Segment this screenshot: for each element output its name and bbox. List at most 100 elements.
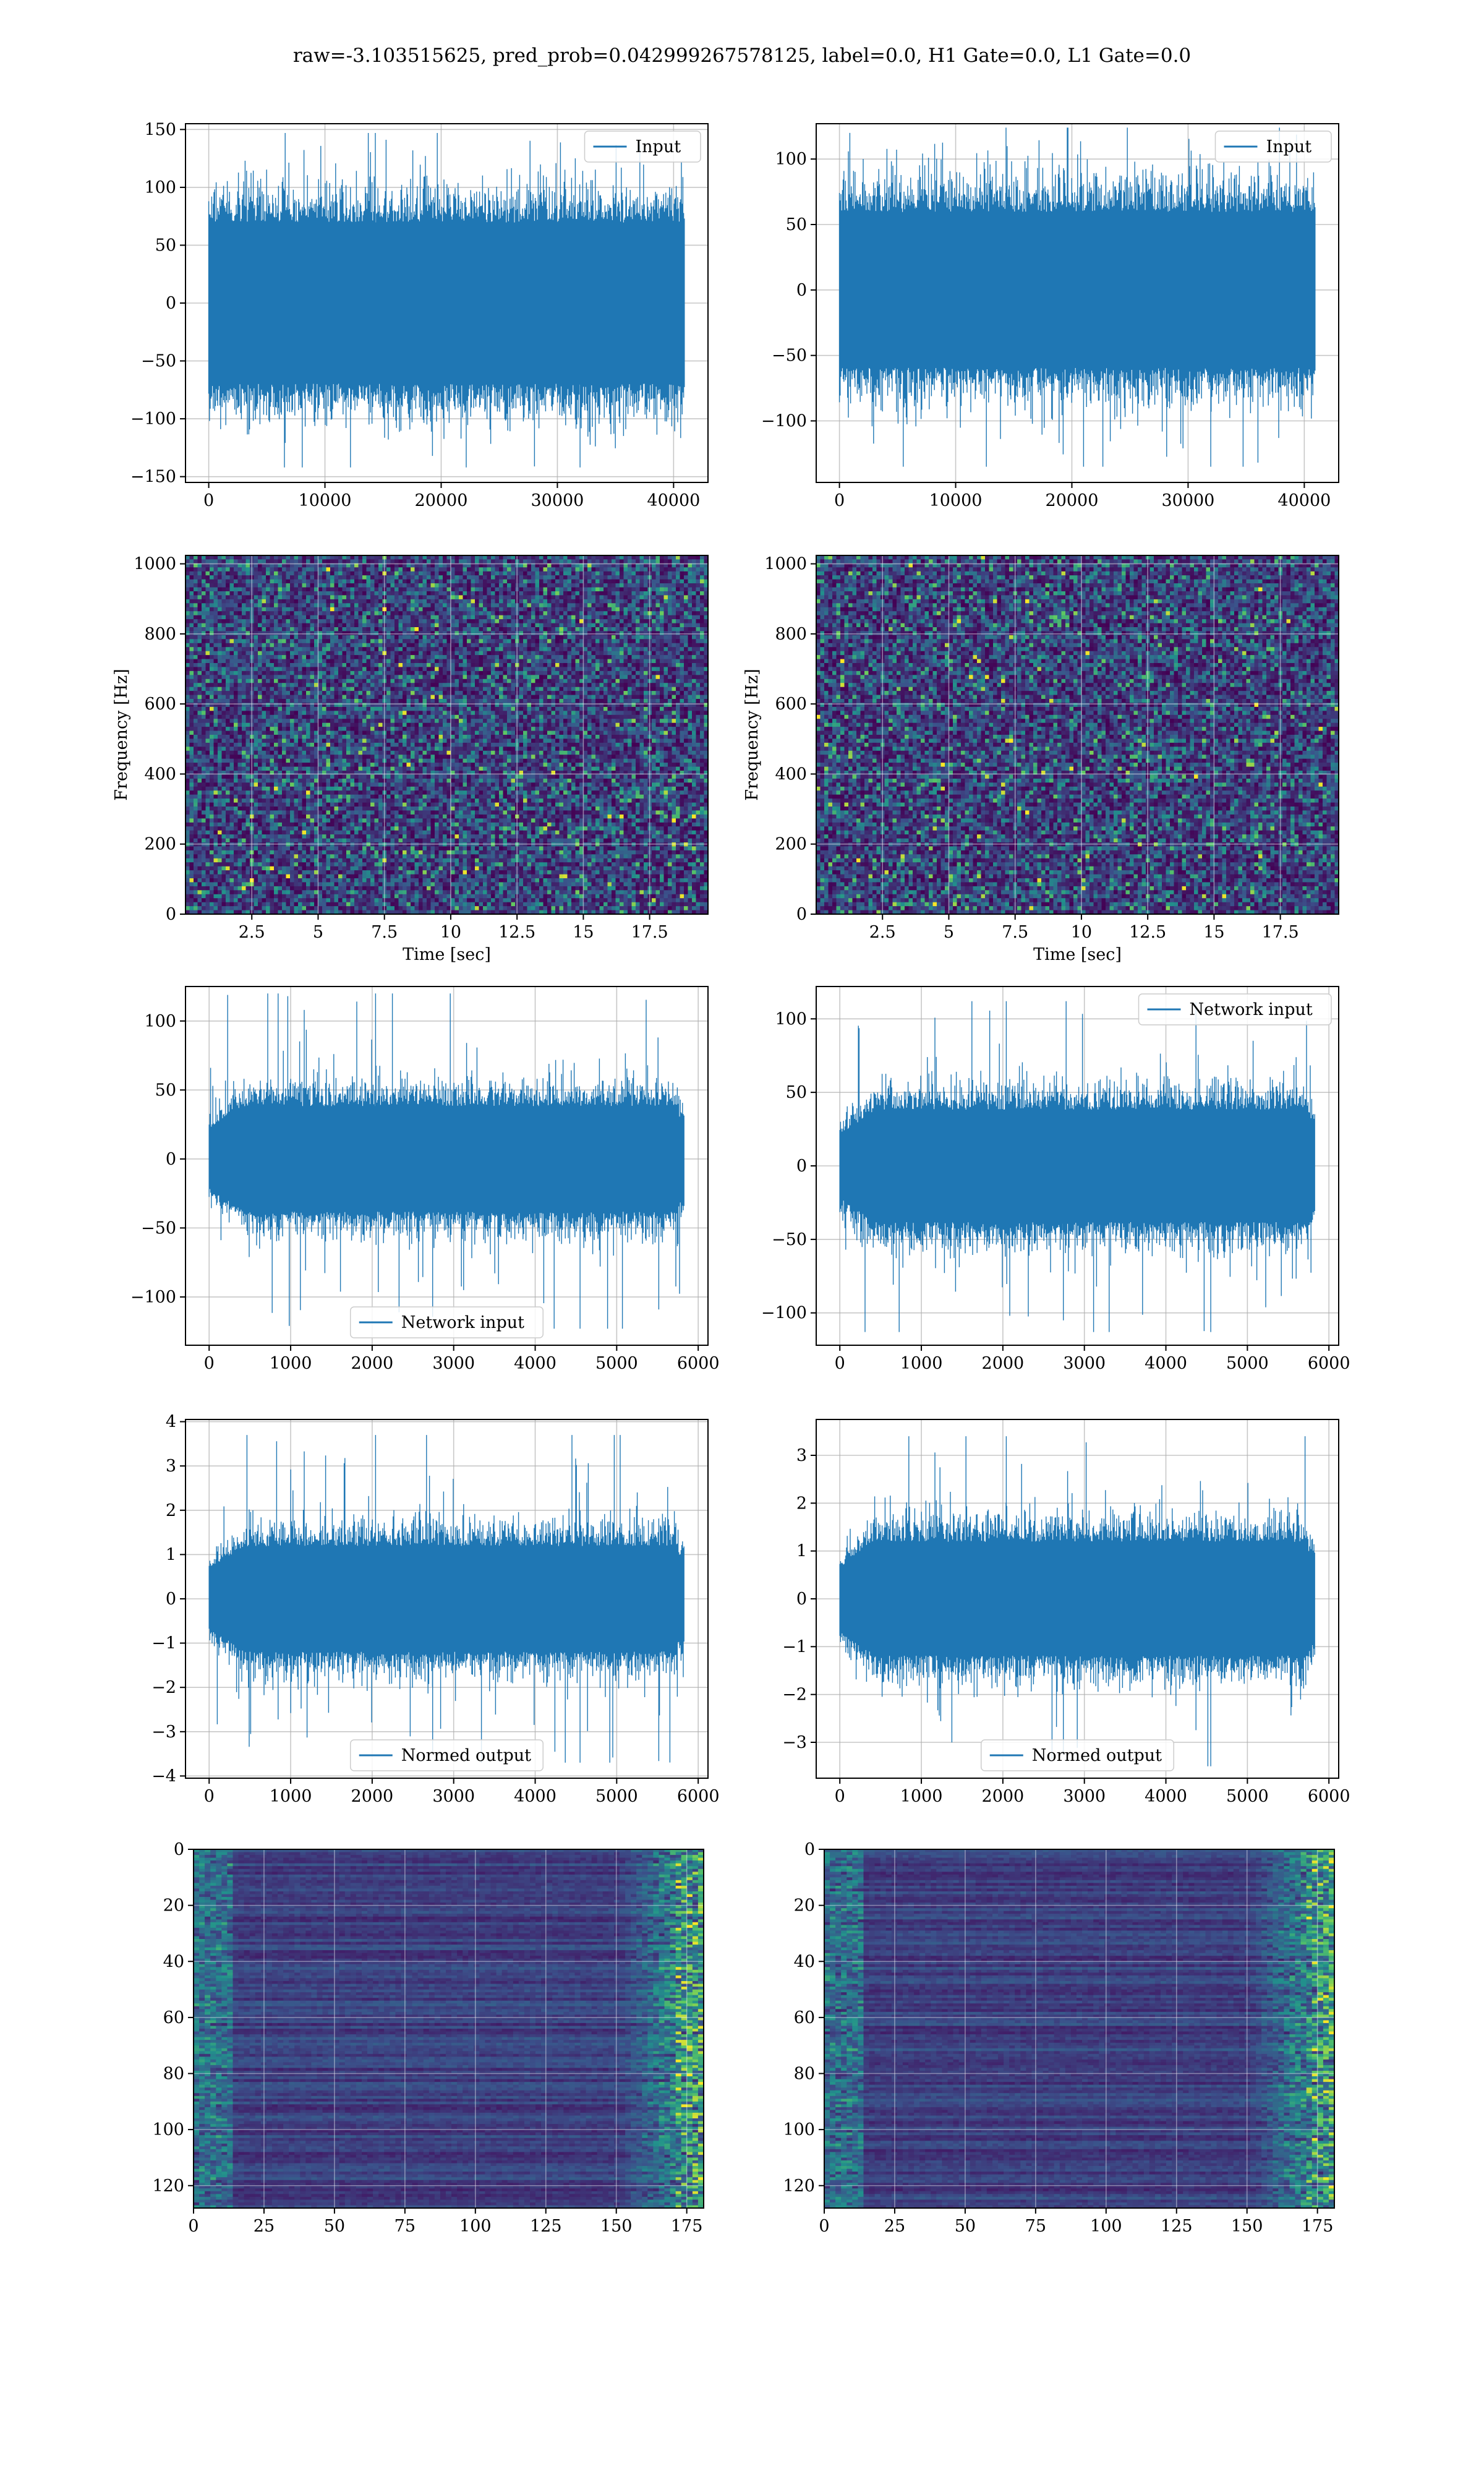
heatmap-cell: [346, 902, 351, 907]
heatmap-cell: [302, 878, 307, 883]
heatmap-cell: [266, 867, 270, 871]
heatmap-cell: [286, 818, 291, 823]
heatmap-cell: [190, 798, 194, 803]
heatmap-cell: [282, 898, 286, 902]
heatmap-cell: [246, 631, 250, 635]
heatmap-cell: [226, 691, 230, 695]
heatmap-cell: [351, 902, 355, 907]
heatmap-cell: [294, 663, 299, 667]
heatmap-cell: [234, 798, 238, 803]
heatmap-cell: [375, 695, 379, 700]
heatmap-cell: [278, 858, 283, 863]
heatmap-cell: [326, 627, 331, 631]
heatmap-cell: [246, 607, 250, 612]
heatmap-cell: [230, 839, 234, 843]
heatmap-cell: [370, 619, 375, 623]
heatmap-cell: [242, 707, 246, 711]
heatmap-cell: [378, 850, 383, 855]
heatmap-cell: [214, 711, 218, 715]
heatmap-cell: [254, 854, 258, 858]
heatmap-cell: [359, 588, 363, 592]
heatmap-cell: [354, 831, 359, 835]
heatmap-cell: [343, 875, 347, 879]
heatmap-cell: [362, 834, 367, 839]
heatmap-cell: [254, 623, 258, 628]
heatmap-cell: [386, 575, 391, 580]
heatmap-cell: [282, 774, 286, 779]
heatmap-cell: [367, 607, 371, 612]
heatmap-cell: [391, 647, 395, 651]
heatmap-cell: [218, 755, 222, 759]
heatmap-cell: [194, 635, 198, 640]
heatmap-cell: [330, 727, 335, 731]
heatmap-cell: [198, 882, 202, 886]
heatmap-cell: [330, 627, 335, 631]
heatmap-cell: [322, 894, 326, 899]
heatmap-cell: [230, 591, 234, 596]
heatmap-cell: [206, 790, 210, 795]
heatmap-cell: [386, 707, 391, 711]
heatmap-cell: [302, 687, 307, 691]
heatmap-cell: [367, 635, 371, 640]
heatmap-cell: [262, 571, 267, 576]
heatmap-cell: [375, 894, 379, 899]
heatmap-cell: [338, 671, 343, 675]
heatmap-cell: [306, 867, 310, 871]
heatmap-cell: [351, 567, 355, 571]
heatmap-cell: [346, 790, 351, 795]
heatmap-cell: [367, 790, 371, 795]
heatmap-cell: [238, 839, 242, 843]
heatmap-cell: [230, 798, 234, 803]
heatmap-cell: [202, 875, 206, 879]
heatmap-cell: [254, 878, 258, 883]
heatmap-cell: [190, 715, 194, 719]
heatmap-cell: [306, 862, 310, 867]
heatmap-cell: [286, 580, 291, 584]
heatmap-cell: [346, 639, 351, 643]
heatmap-cell: [298, 890, 302, 894]
heatmap-cell: [190, 580, 194, 584]
heatmap-cell: [386, 846, 391, 850]
heatmap-cell: [370, 583, 375, 588]
heatmap-cell: [391, 782, 395, 787]
heatmap-cell: [186, 850, 190, 855]
heatmap-cell: [351, 655, 355, 659]
heatmap-cell: [362, 679, 367, 683]
heatmap-cell: [403, 667, 407, 671]
heatmap-cell: [391, 715, 395, 719]
heatmap-cell: [186, 751, 190, 755]
heatmap-cell: [351, 715, 355, 719]
heatmap-cell: [370, 795, 375, 799]
heatmap-cell: [370, 611, 375, 615]
heatmap-cell: [362, 818, 367, 823]
heatmap-cell: [386, 862, 391, 867]
heatmap-cell: [258, 715, 262, 719]
heatmap-cell: [282, 711, 286, 715]
heatmap-cell: [302, 815, 307, 819]
heatmap-cell: [230, 767, 234, 771]
heatmap-cell: [338, 810, 343, 815]
heatmap-cell: [399, 667, 403, 671]
heatmap-cell: [394, 803, 399, 807]
heatmap-cell: [326, 878, 331, 883]
heatmap-cell: [351, 862, 355, 867]
heatmap-cell: [351, 619, 355, 623]
heatmap-cell: [230, 823, 234, 827]
heatmap-cell: [266, 635, 270, 640]
heatmap-cell: [266, 667, 270, 671]
heatmap-cell: [230, 723, 234, 727]
heatmap-cell: [322, 779, 326, 783]
heatmap-cell: [290, 559, 294, 563]
heatmap-cell: [335, 759, 339, 763]
heatmap-cell: [330, 810, 335, 815]
heatmap-cell: [214, 763, 218, 767]
heatmap-cell: [238, 738, 242, 743]
heatmap-cell: [266, 727, 270, 731]
heatmap-cell: [359, 595, 363, 599]
heatmap-cell: [254, 575, 258, 580]
heatmap-cell: [262, 715, 267, 719]
heatmap-cell: [258, 655, 262, 659]
heatmap-cell: [290, 759, 294, 763]
heatmap-cell: [222, 759, 226, 763]
heatmap-cell: [294, 731, 299, 735]
